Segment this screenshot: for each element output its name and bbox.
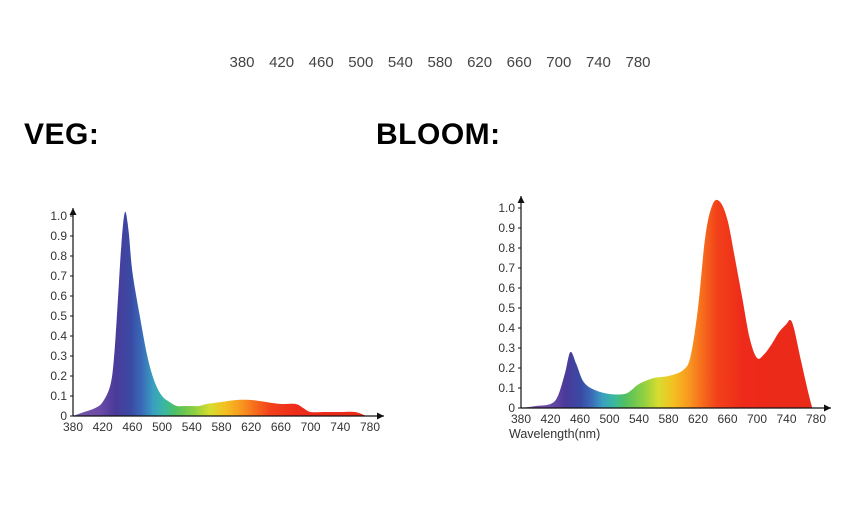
top-scale-label: 460 (308, 54, 334, 71)
top-scale-label: 380 (229, 54, 255, 71)
top-scale-label: 580 (427, 54, 453, 71)
x-tick-label: 780 (806, 412, 826, 426)
y-tick-label: 0.5 (498, 301, 515, 315)
x-tick-label: 420 (540, 412, 560, 426)
x-tick-label: 660 (271, 420, 291, 434)
x-tick-label: 500 (599, 412, 619, 426)
top-scale-label: 540 (387, 54, 413, 71)
y-tick-label: 0.6 (498, 281, 515, 295)
x-tick-label: 420 (93, 420, 113, 434)
veg-spectrum-chart: 0 0.1 0.2 0.3 0.4 0.5 0.6 0.7 0.8 0.9 1.0 380 420 460… (50, 208, 384, 434)
y-axis-arrow (517, 196, 525, 203)
x-axis-label: Wavelength(nm) (509, 427, 600, 441)
top-scale-label: 660 (506, 54, 532, 71)
top-wavelength-scale: 380 420 460 500 540 580 620 660 700 740 780 (0, 54, 850, 74)
x-tick-label: 740 (330, 420, 350, 434)
x-tick-label: 780 (360, 420, 380, 434)
y-tick-label: 0 (508, 401, 515, 415)
x-tick-label: 700 (301, 420, 321, 434)
x-tick-label: 500 (152, 420, 172, 434)
y-tick-label: 0.7 (50, 269, 67, 283)
veg-title: VEG: (24, 118, 100, 151)
top-scale-label: 700 (546, 54, 572, 71)
bloom-title: BLOOM: (376, 118, 501, 151)
x-tick-label: 700 (747, 412, 767, 426)
y-tick-label: 0.9 (498, 221, 515, 235)
y-tick-label: 0.9 (50, 229, 67, 243)
y-tick-label: 1.0 (498, 201, 515, 215)
x-tick-label: 460 (122, 420, 142, 434)
y-tick-label: 1.0 (50, 209, 67, 223)
y-tick-label: 0.7 (498, 261, 515, 275)
y-axis-arrow (69, 208, 77, 215)
x-tick-label: 460 (570, 412, 590, 426)
x-tick-label: 380 (63, 420, 83, 434)
y-tick-label: 0.4 (498, 321, 515, 335)
x-tick-label: 540 (629, 412, 649, 426)
y-tick-label: 0 (60, 409, 67, 423)
y-tick-label: 0.8 (498, 241, 515, 255)
y-tick-label: 0.5 (50, 309, 67, 323)
top-scale-label: 620 (467, 54, 493, 71)
y-tick-label: 0.4 (50, 329, 67, 343)
x-tick-label: 580 (658, 412, 678, 426)
bloom-spectrum-chart: 0 0.1 0.2 0.3 0.4 0.5 0.6 0.7 0.8 0.9 1.0 380 420 460… (498, 196, 831, 441)
x-tick-label: 580 (211, 420, 231, 434)
spectrum-area (521, 199, 813, 408)
y-tick-label: 0.2 (498, 361, 515, 375)
x-axis-arrow (824, 404, 831, 412)
y-tick-label: 0.3 (50, 349, 67, 363)
x-tick-label: 660 (717, 412, 737, 426)
x-tick-label: 740 (776, 412, 796, 426)
x-tick-label: 540 (182, 420, 202, 434)
y-tick-label: 0.2 (50, 369, 67, 383)
y-tick-label: 0.1 (498, 381, 515, 395)
top-scale-label: 740 (585, 54, 611, 71)
x-tick-label: 620 (688, 412, 708, 426)
top-scale-label: 780 (625, 54, 651, 71)
x-axis-arrow (377, 412, 384, 420)
x-tick-label: 620 (241, 420, 261, 434)
y-tick-label: 0.8 (50, 249, 67, 263)
x-tick-label: 380 (511, 412, 531, 426)
spectrum-area (73, 211, 367, 416)
y-tick-label: 0.1 (50, 389, 67, 403)
y-tick-label: 0.3 (498, 341, 515, 355)
top-scale-label: 500 (348, 54, 374, 71)
y-tick-label: 0.6 (50, 289, 67, 303)
top-scale-label: 420 (269, 54, 295, 71)
